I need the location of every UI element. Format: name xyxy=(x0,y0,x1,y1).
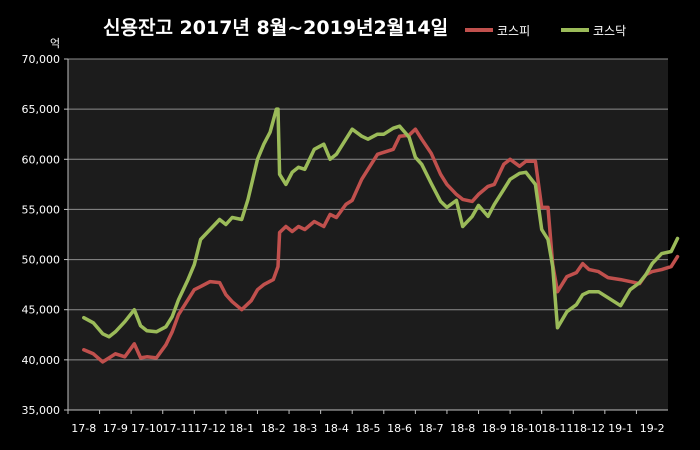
legend-label-kosdaq: 코스닥 xyxy=(593,24,626,38)
x-tick-label: 18-11 xyxy=(541,422,573,435)
y-axis-ticks: 35,000 40,000 45,000 50,000 55,000 60,000 65,0… xyxy=(22,53,68,417)
x-tick-label: 18-9 xyxy=(482,422,507,435)
y-tick-label: 45,000 xyxy=(22,304,61,317)
x-axis-ticks: 17-8 17-9 17-10 17-11 17-12 18-1 18-2 18-3 18-4 1… xyxy=(67,410,665,435)
x-tick-label: 17-11 xyxy=(163,422,195,435)
x-tick-label: 17-8 xyxy=(71,422,96,435)
y-tick-label: 40,000 xyxy=(22,354,61,367)
series-line-kospi xyxy=(82,127,680,364)
y-tick-label: 35,000 xyxy=(22,404,61,417)
y-unit-label: 억 xyxy=(50,37,60,50)
y-tick-label: 55,000 xyxy=(22,203,61,216)
y-tick-label: 50,000 xyxy=(22,254,61,267)
plot-area xyxy=(68,59,668,410)
x-tick-label: 18-1 xyxy=(229,422,254,435)
chart-title: 신용잔고 2017년 8월~2019년2월14일 xyxy=(103,17,448,39)
legend: 코스피 코스닥 xyxy=(465,24,626,38)
x-tick-label: 17-9 xyxy=(103,422,128,435)
y-tick-label: 60,000 xyxy=(22,153,61,166)
x-tick-label: 18-5 xyxy=(356,422,381,435)
x-tick-label: 18-3 xyxy=(292,422,317,435)
x-tick-label: 18-2 xyxy=(261,422,286,435)
x-tick-label: 18-8 xyxy=(450,422,475,435)
series-lines xyxy=(82,107,680,364)
x-tick-label: 18-12 xyxy=(573,422,605,435)
x-tick-label: 18-6 xyxy=(387,422,412,435)
x-tick-label: 17-12 xyxy=(194,422,226,435)
y-tick-label: 70,000 xyxy=(22,53,61,66)
x-tick-label: 18-7 xyxy=(419,422,444,435)
y-tick-label: 65,000 xyxy=(22,103,61,116)
x-tick-label: 18-10 xyxy=(510,422,542,435)
legend-label-kospi: 코스피 xyxy=(497,24,530,38)
x-tick-label: 19-1 xyxy=(608,422,633,435)
x-tick-label: 17-10 xyxy=(131,422,163,435)
series-line-kosdaq xyxy=(82,107,680,339)
x-tick-label: 18-4 xyxy=(324,422,349,435)
x-tick-label: 19-2 xyxy=(640,422,665,435)
